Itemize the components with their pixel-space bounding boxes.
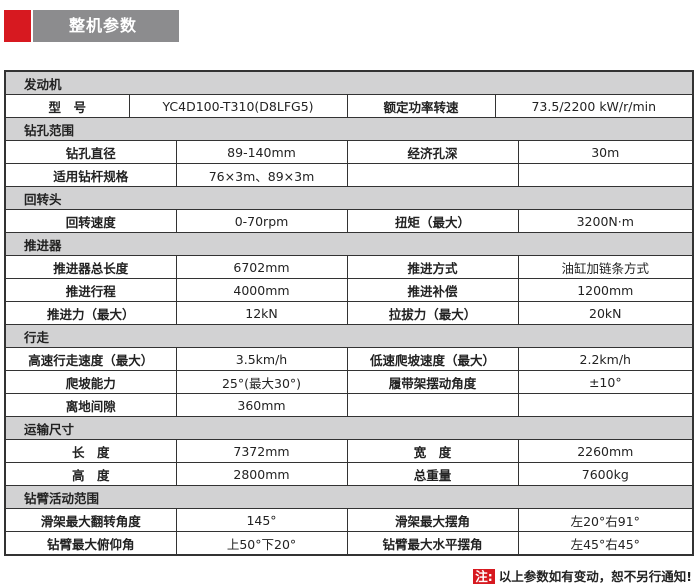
param-value: 76×3m、89×3m <box>175 163 348 187</box>
param-value: 3.5km/h <box>175 347 348 371</box>
param-value: 25°(最大30°) <box>175 370 348 394</box>
table-row: 离地间隙 360mm <box>4 393 694 417</box>
table-row: 适用钻杆规格 76×3m、89×3m <box>4 163 694 187</box>
param-label: 长 度 <box>4 439 177 463</box>
spec-table: 发动机型 号 YC4D100-T310(D8LFG5) 额定功率转速 73.5/220… <box>4 70 695 556</box>
note-tag: 注: <box>473 569 495 584</box>
param-label: 经济孔深 <box>346 140 519 164</box>
param-value: 20kN <box>517 301 694 325</box>
param-value: 145° <box>175 508 348 532</box>
table-row: 型 号 YC4D100-T310(D8LFG5) 额定功率转速 73.5/2200 k… <box>4 94 694 118</box>
param-value: 360mm <box>175 393 348 417</box>
param-label: 推进力（最大） <box>4 301 177 325</box>
section-title: 推进器 <box>4 232 694 256</box>
param-label: 高 度 <box>4 462 177 486</box>
param-label: 宽 度 <box>346 439 519 463</box>
table-row: 长 度 7372mm 宽 度 2260mm <box>4 439 694 463</box>
section-title: 运输尺寸 <box>4 416 694 440</box>
section-row: 回转头 <box>4 186 694 210</box>
section-title: 发动机 <box>4 70 694 95</box>
table-row: 滑架最大翻转角度 145° 滑架最大摆角 左20°右91° <box>4 508 694 532</box>
param-value: 12kN <box>175 301 348 325</box>
param-value: 30m <box>517 140 694 164</box>
param-label: 推进行程 <box>4 278 177 302</box>
table-row: 回转速度 0-70rpm 扭矩（最大） 3200N·m <box>4 209 694 233</box>
section-row: 发动机 <box>4 70 694 95</box>
param-label: 型 号 <box>4 94 130 118</box>
param-value: 上50°下20° <box>175 531 348 556</box>
param-value: 2800mm <box>175 462 348 486</box>
param-value <box>517 163 694 187</box>
param-label: 钻臂最大俯仰角 <box>4 531 177 556</box>
param-value: ±10° <box>517 370 694 394</box>
param-value <box>517 393 694 417</box>
param-label: 适用钻杆规格 <box>4 163 177 187</box>
table-row: 推进力（最大） 12kN 拉拔力（最大） 20kN <box>4 301 694 325</box>
section-row: 行走 <box>4 324 694 348</box>
param-label: 推进器总长度 <box>4 255 177 279</box>
table-row: 钻孔直径 89-140mm 经济孔深 30m <box>4 140 694 164</box>
footnote: 注: 以上参数如有变动，恕不另行通知! <box>473 566 692 585</box>
section-title: 回转头 <box>4 186 694 210</box>
param-value: 1200mm <box>517 278 694 302</box>
param-value: 左20°右91° <box>517 508 694 532</box>
param-value: 7372mm <box>175 439 348 463</box>
param-label: 爬坡能力 <box>4 370 177 394</box>
param-value: 6702mm <box>175 255 348 279</box>
section-row: 钻臂活动范围 <box>4 485 694 509</box>
table-row: 高速行走速度（最大） 3.5km/h 低速爬坡速度（最大） 2.2km/h <box>4 347 694 371</box>
section-title: 钻孔范围 <box>4 117 694 141</box>
section-title: 行走 <box>4 324 694 348</box>
param-label: 滑架最大摆角 <box>346 508 519 532</box>
table-row: 高 度 2800mm 总重量 7600kg <box>4 462 694 486</box>
param-label: 拉拔力（最大） <box>346 301 519 325</box>
param-label: 钻臂最大水平摆角 <box>346 531 519 556</box>
table-row: 推进器总长度 6702mm 推进方式 油缸加链条方式 <box>4 255 694 279</box>
page-title: 整机参数 <box>33 10 179 42</box>
param-value: 左45°右45° <box>517 531 694 556</box>
param-label: 推进方式 <box>346 255 519 279</box>
param-label: 低速爬坡速度（最大） <box>346 347 519 371</box>
table-row: 钻臂最大俯仰角 上50°下20° 钻臂最大水平摆角 左45°右45° <box>4 531 694 556</box>
param-label: 履带架摆动角度 <box>346 370 519 394</box>
param-label: 额定功率转速 <box>346 94 496 118</box>
note-text: 以上参数如有变动，恕不另行通知! <box>498 569 692 584</box>
param-label: 滑架最大翻转角度 <box>4 508 177 532</box>
param-label: 总重量 <box>346 462 519 486</box>
param-label: 钻孔直径 <box>4 140 177 164</box>
param-label: 离地间隙 <box>4 393 177 417</box>
section-row: 运输尺寸 <box>4 416 694 440</box>
param-value: 0-70rpm <box>175 209 348 233</box>
param-value: 7600kg <box>517 462 694 486</box>
section-title: 钻臂活动范围 <box>4 485 694 509</box>
param-label <box>346 163 519 187</box>
table-row: 爬坡能力 25°(最大30°) 履带架摆动角度 ±10° <box>4 370 694 394</box>
param-label: 高速行走速度（最大） <box>4 347 177 371</box>
section-row: 推进器 <box>4 232 694 256</box>
table-row: 推进行程 4000mm 推进补偿 1200mm <box>4 278 694 302</box>
param-value: 89-140mm <box>175 140 348 164</box>
param-value: 2260mm <box>517 439 694 463</box>
param-value: 3200N·m <box>517 209 694 233</box>
param-value: 73.5/2200 kW/r/min <box>494 94 694 118</box>
header-accent <box>4 10 31 42</box>
param-label: 推进补偿 <box>346 278 519 302</box>
param-value: 2.2km/h <box>517 347 694 371</box>
param-label: 回转速度 <box>4 209 177 233</box>
param-value: 4000mm <box>175 278 348 302</box>
param-value: 油缸加链条方式 <box>517 255 694 279</box>
param-value: YC4D100-T310(D8LFG5) <box>128 94 348 118</box>
section-row: 钻孔范围 <box>4 117 694 141</box>
param-label <box>346 393 519 417</box>
param-label: 扭矩（最大） <box>346 209 519 233</box>
